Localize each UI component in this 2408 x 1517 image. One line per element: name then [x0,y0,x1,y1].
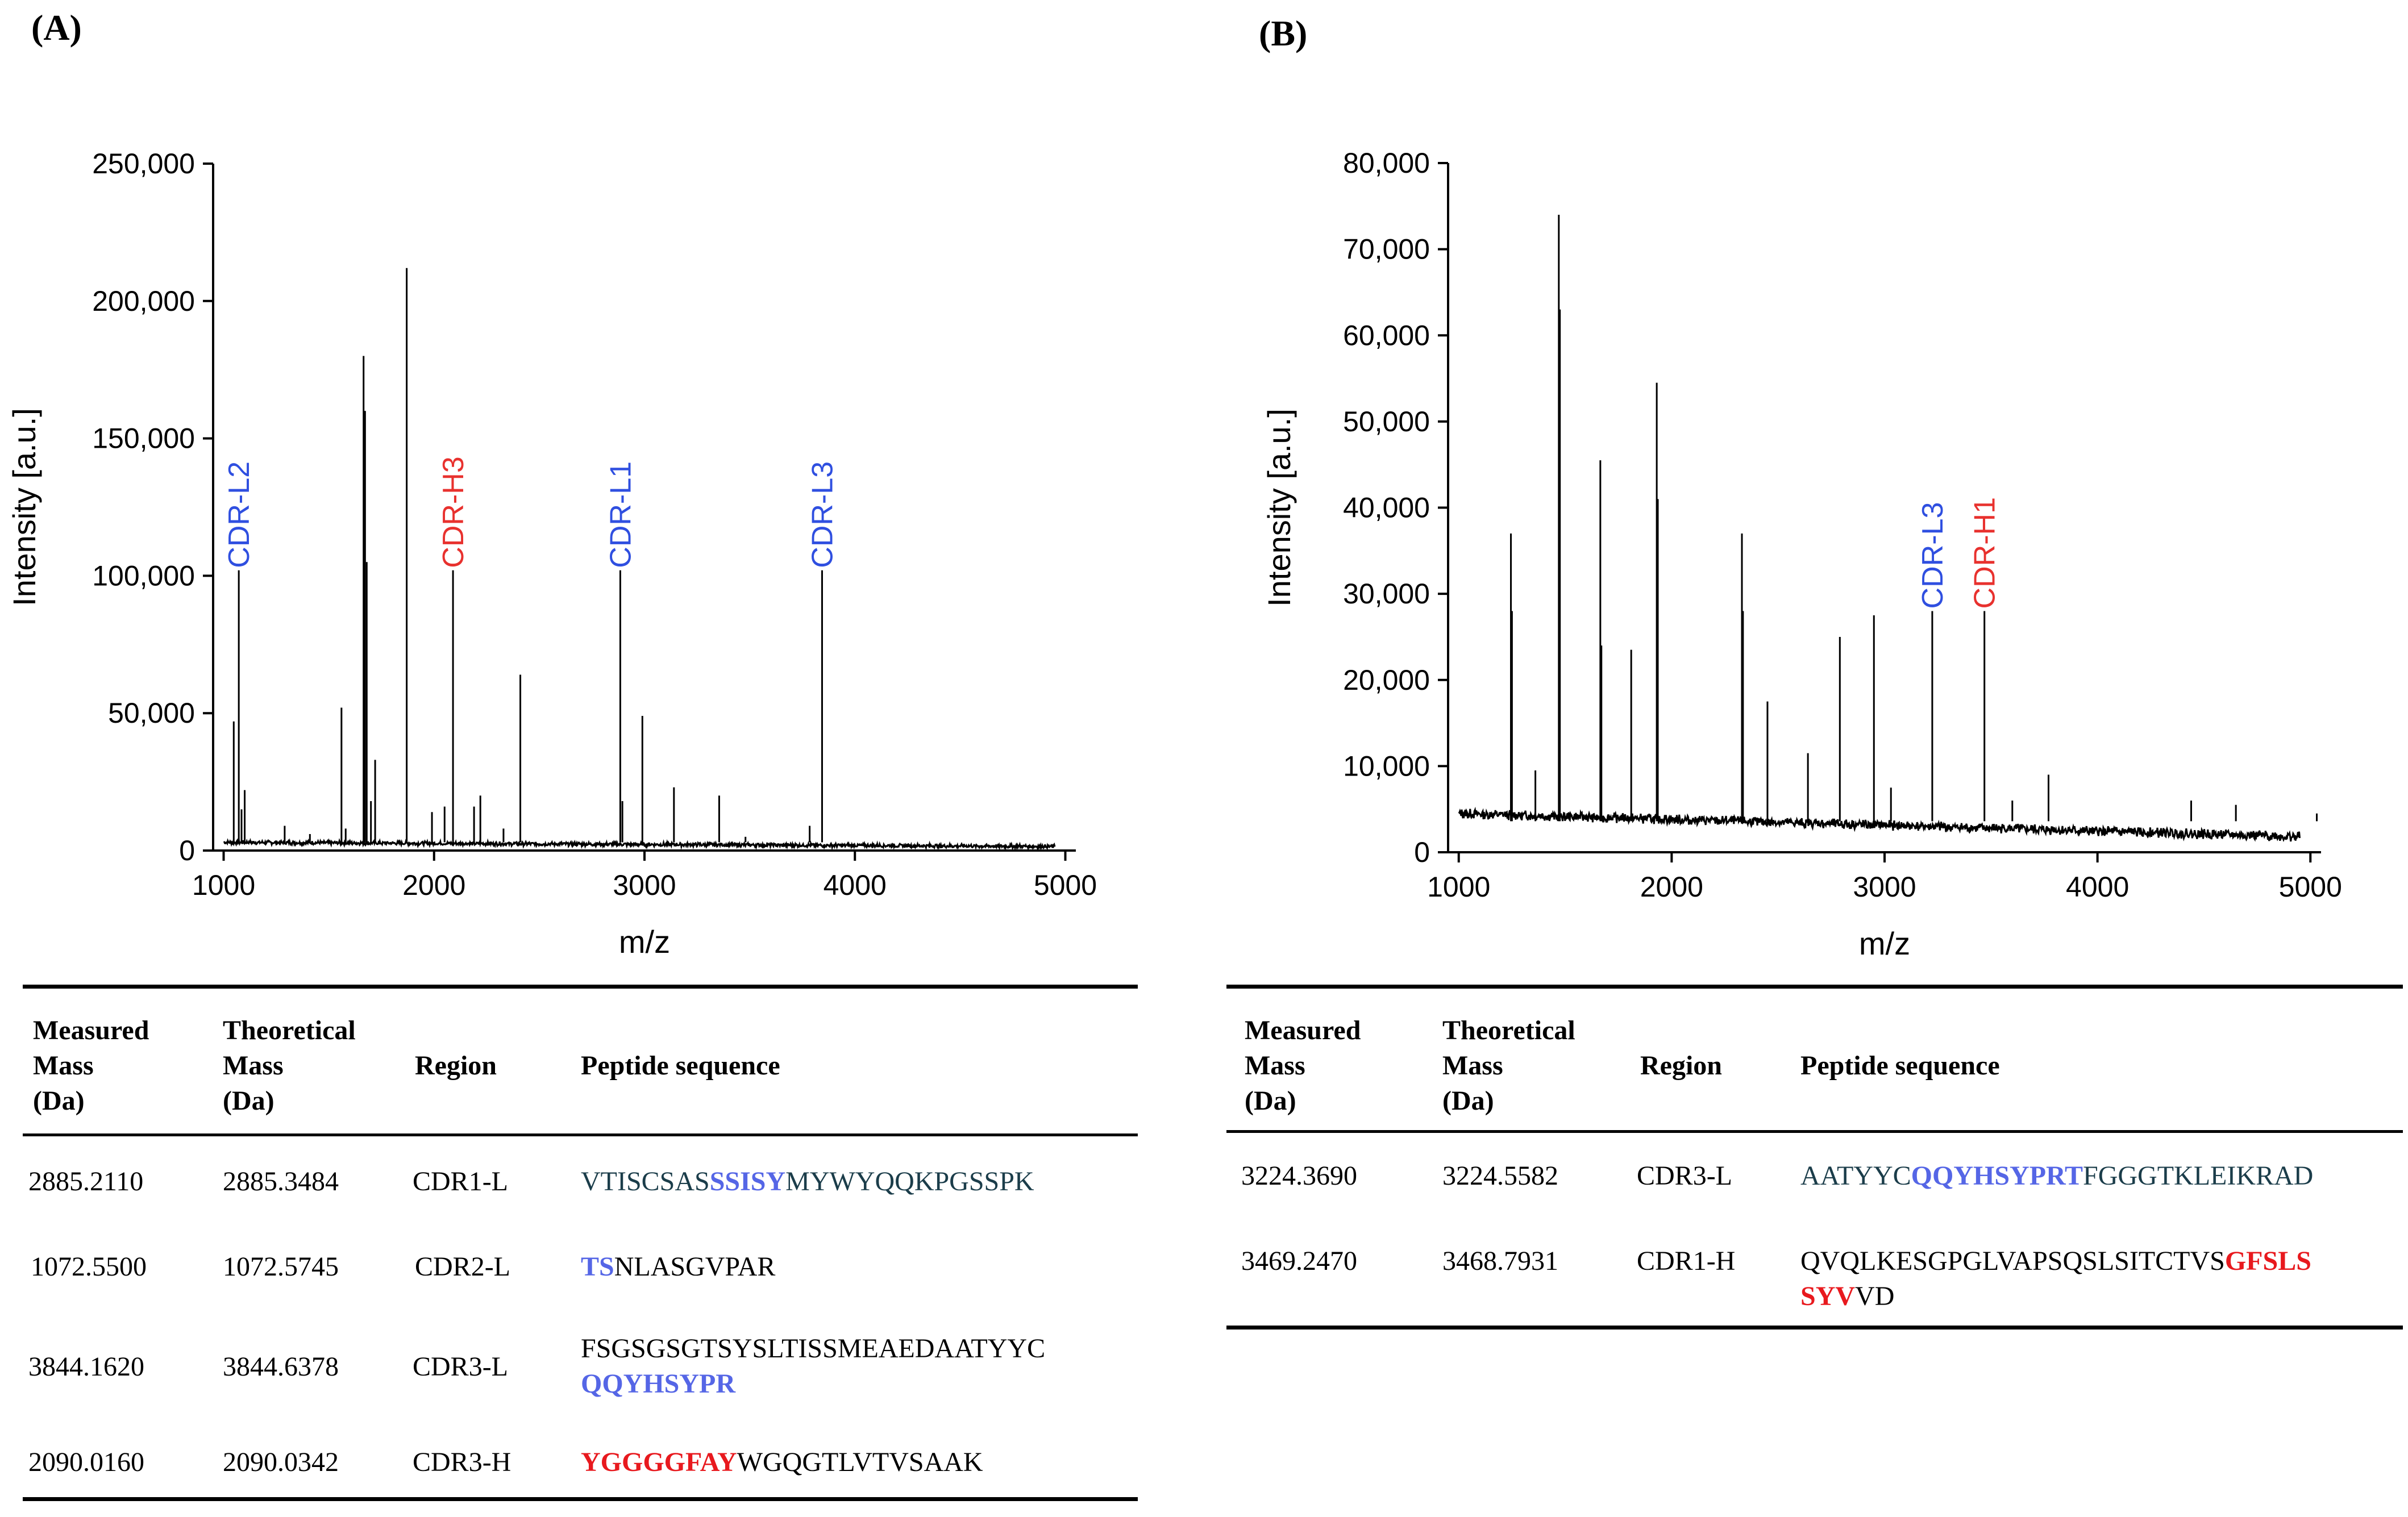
y-tick-label: 200,000 [92,285,195,317]
peak-annotation-cdr-h3: CDR-H3 [437,456,470,568]
row-4-sequence: YGGGGFAYWGQGTLVTVSAAK [581,1445,983,1480]
y-tick-label: 250,000 [92,148,195,180]
row-2-measured: 1072.5500 [31,1252,147,1282]
header-measured-mass: Measured Mass (Da) [33,1015,149,1116]
row-3-sequence: FSGSGSGTSYSLTISSMEAEDAATYYC QQYHSYPR [581,1331,1045,1402]
y-tick-label: 100,000 [92,560,195,591]
y-tick-label: 150,000 [92,423,195,455]
row-1-measured: 2885.2110 [28,1166,144,1197]
row-2-region: CDR1-H [1637,1246,1736,1276]
row-2-measured: 3469.2470 [1241,1246,1357,1276]
row-4-measured: 2090.0160 [28,1447,144,1477]
row-2-region: CDR2-L [415,1252,510,1282]
y-tick-label: 0 [179,835,195,866]
row-1-sequence: VTISCSASSSISYMYWYQQKPGSSPK [581,1164,1034,1199]
x-tick-label: 5000 [1034,869,1097,901]
spectrum-baseline [223,837,1056,852]
sequence-segment: FGGGTKLEIKRAD [2083,1161,2314,1191]
y-axis-title: Intensity [a.u.] [6,408,42,606]
y-tick-label: 20,000 [1343,664,1430,696]
panel-label-b: (B) [1259,13,1308,53]
mass-spectrum-chart-b: 0 10,000 20,000 30,000 40,000 50,000 60,000 70,… [1261,147,2342,961]
y-axis-title: Intensity [a.u.] [1261,409,1297,607]
peak-annotation-cdr-l2: CDR-L2 [223,461,256,568]
row-1-sequence: AATYYCQQYHSYPRTFGGGTKLEIKRAD [1800,1158,2313,1194]
sequence-segment: TS [581,1252,614,1282]
x-axis-title: m/z [619,924,670,960]
header-theoretical-mass: Theoretical Mass (Da) [1442,1015,1575,1116]
sequence-segment: YGGGGFAY [581,1447,737,1477]
peptide-table-a: Measured Mass (Da) Theoretical Mass (Da)… [23,985,1138,1513]
y-tick-label: 80,000 [1343,147,1430,179]
row-4-theoretical: 2090.0342 [223,1447,339,1477]
y-tick-label: 40,000 [1343,492,1430,524]
y-tick-label: 30,000 [1343,578,1430,610]
y-tick-label: 50,000 [1343,406,1430,437]
sequence-segment: MYWYQQKPGSSPK [785,1166,1034,1197]
y-tick-label: 10,000 [1343,750,1430,782]
y-tick-label: 0 [1414,836,1430,868]
row-1-region: CDR3-L [1637,1161,1732,1191]
sequence-segment: QQYHSYPR [581,1369,736,1399]
mass-spectrum-chart-a: 0 50,000 100,000 150,000 200,000 250,000 1000 2… [6,148,1097,960]
header-peptide-sequence: Peptide sequence [581,1051,780,1081]
peak-annotation-cdr-l3: CDR-L3 [1916,502,1949,609]
sequence-segment: NLASGVPAR [614,1252,776,1282]
row-3-region: CDR3-L [413,1352,508,1382]
row-1-measured: 3224.3690 [1241,1161,1357,1191]
header-region: Region [1640,1051,1722,1081]
sequence-segment: QQYHSYPRT [1911,1161,2083,1191]
row-3-theoretical: 3844.6378 [223,1352,339,1382]
x-tick-label: 2000 [1640,871,1703,903]
row-2-theoretical: 1072.5745 [223,1252,339,1282]
x-tick-label: 3000 [1853,871,1916,903]
y-tick-label: 70,000 [1343,234,1430,265]
y-tick-label: 50,000 [108,697,195,729]
panel-label-a: (A) [31,7,82,48]
x-tick-label: 4000 [824,869,887,901]
row-2-theoretical: 3468.7931 [1442,1246,1558,1276]
row-1-region: CDR1-L [413,1166,508,1197]
spectrum-baseline [1458,806,2301,842]
sequence-segment: AATYYC [1800,1161,1911,1191]
header-theoretical-mass: Theoretical Mass (Da) [223,1015,356,1116]
row-1-theoretical: 3224.5582 [1442,1161,1558,1191]
x-tick-label: 4000 [2066,871,2129,903]
sequence-segment: QVQLKESGPGLVAPSQSLSITCTVS [1800,1246,2225,1276]
sequence-segment: WGQGTLVTVSAAK [737,1447,983,1477]
sequence-segment: VTISCSAS [581,1166,710,1197]
row-2-sequence: TSNLASGVPAR [581,1249,775,1285]
peak-annotation-cdr-l1: CDR-L1 [604,461,637,568]
peak-annotation-cdr-h1: CDR-H1 [1969,497,2002,609]
x-tick-label: 5000 [2279,871,2342,903]
header-measured-mass: Measured Mass (Da) [1245,1015,1361,1116]
x-tick-label: 1000 [1427,871,1490,903]
x-tick-label: 2000 [402,869,465,901]
peak-annotation-cdr-l3: CDR-L3 [806,461,839,568]
x-tick-label: 1000 [192,869,255,901]
x-tick-label: 3000 [613,869,676,901]
sequence-segment: SSISY [709,1166,786,1197]
row-3-measured: 3844.1620 [28,1352,144,1382]
y-tick-label: 60,000 [1343,319,1430,351]
row-2-sequence: QVQLKESGPGLVAPSQSLSITCTVSGFSLS SYVVD [1800,1244,2311,1314]
sequence-segment: GFSLS SYV [1800,1246,2311,1311]
peptide-table-b: Measured Mass (Da) Theoretical Mass (Da)… [1226,985,2403,1337]
sequence-segment: VD [1855,1281,1895,1311]
header-peptide-sequence: Peptide sequence [1800,1051,2000,1081]
sequence-segment: FSGSGSGTSYSLTISSMEAEDAATYYC [581,1333,1046,1364]
x-axis-title: m/z [1859,926,1910,961]
row-4-region: CDR3-H [413,1447,511,1477]
row-1-theoretical: 2885.3484 [223,1166,339,1197]
header-region: Region [415,1051,497,1081]
